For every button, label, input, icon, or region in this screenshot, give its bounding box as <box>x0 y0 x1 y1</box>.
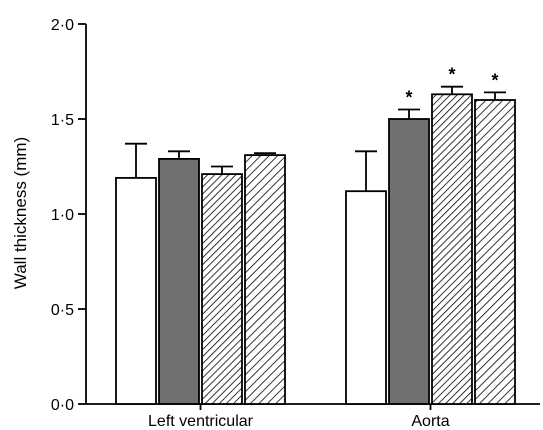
bar <box>115 176 157 405</box>
significance-marker: * <box>405 88 412 108</box>
significance-marker: * <box>491 70 498 90</box>
bar <box>158 157 200 405</box>
x-tick-label: Left ventricular <box>148 413 254 430</box>
x-tick-label: Aorta <box>411 413 449 430</box>
bar <box>431 93 473 405</box>
y-tick-label: 2·0 <box>51 17 74 34</box>
y-tick-label: 1·5 <box>51 112 74 129</box>
bar <box>388 118 430 405</box>
bar <box>244 154 286 405</box>
plot-area: 0·0 0·5 1·0 1·5 2·0 Left ventricular Aorta * * * <box>51 17 540 430</box>
y-tick-label: 0·0 <box>51 397 74 414</box>
significance-marker: * <box>448 65 455 85</box>
y-axis-label: Wall thickness (mm) <box>11 137 30 289</box>
bar <box>201 173 243 405</box>
y-tick-label: 1·0 <box>51 207 74 224</box>
bar <box>345 190 387 405</box>
y-tick-label: 0·5 <box>51 302 74 319</box>
bar <box>474 99 516 405</box>
